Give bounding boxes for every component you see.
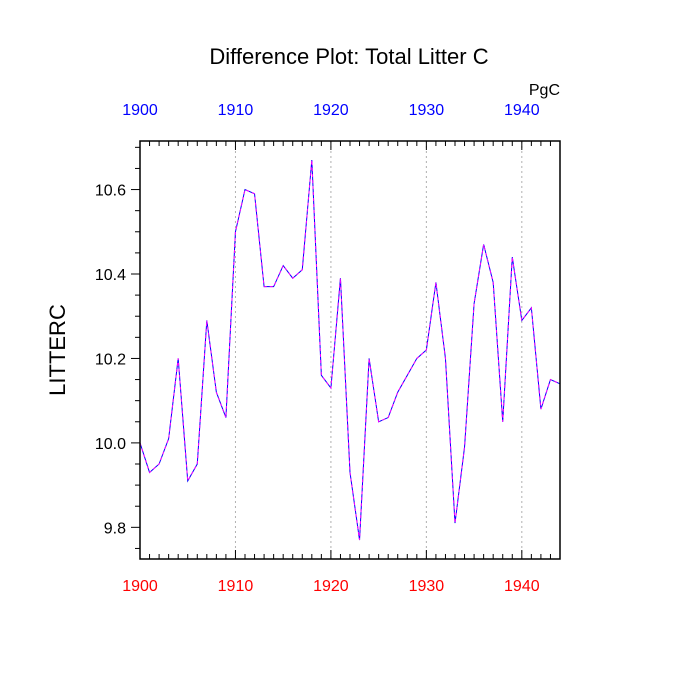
data-point	[225, 417, 227, 419]
x-tick-label-top: 1910	[218, 102, 254, 119]
x-tick-label-bottom: 1900	[122, 578, 158, 595]
data-point	[158, 463, 160, 465]
data-point	[187, 480, 189, 482]
data-point	[359, 539, 361, 541]
y-tick-label: 10.4	[95, 267, 126, 284]
data-point	[282, 265, 284, 267]
x-tick-label-top: 1930	[409, 102, 445, 119]
grid-lines	[234, 141, 523, 559]
data-point	[149, 471, 151, 473]
data-point	[311, 159, 313, 161]
x-tick-label-bottom: 1920	[313, 578, 349, 595]
data-point	[273, 286, 275, 288]
y-tick-label: 10.6	[95, 183, 126, 200]
data-point	[177, 357, 179, 359]
data-point	[168, 438, 170, 440]
series-line-magenta	[139, 159, 561, 541]
data-point	[530, 307, 532, 309]
data-point	[540, 408, 542, 410]
data-point	[215, 391, 217, 393]
data-point	[473, 303, 475, 305]
data-point	[196, 463, 198, 465]
data-point	[454, 522, 456, 524]
data-point	[521, 319, 523, 321]
data-point	[320, 374, 322, 376]
data-point	[368, 357, 370, 359]
data-point	[263, 286, 265, 288]
axis-ticks	[131, 141, 561, 559]
data-point	[339, 277, 341, 279]
data-point	[492, 281, 494, 283]
data-point	[511, 256, 513, 258]
x-tick-label-top: 1900	[122, 102, 158, 119]
data-point	[301, 269, 303, 271]
data-point	[435, 281, 437, 283]
y-tick-label: 10.0	[95, 436, 126, 453]
data-point	[444, 357, 446, 359]
data-point	[349, 471, 351, 473]
x-tick-label-bottom: 1930	[409, 578, 445, 595]
data-point	[254, 193, 256, 195]
data-point	[378, 421, 380, 423]
data-point	[244, 189, 246, 191]
data-point	[330, 387, 332, 389]
data-point	[292, 277, 294, 279]
data-point	[502, 421, 504, 423]
data-point	[234, 231, 236, 233]
series-line-blue	[139, 159, 561, 541]
data-point	[387, 417, 389, 419]
units-label: PgC	[529, 82, 560, 99]
data-point	[464, 446, 466, 448]
chart-title: Difference Plot: Total Litter C	[209, 44, 488, 69]
data-point	[425, 349, 427, 351]
data-point	[406, 374, 408, 376]
x-tick-label-bottom: 1940	[504, 578, 540, 595]
data-point	[483, 243, 485, 245]
x-tick-label-bottom: 1910	[218, 578, 254, 595]
series-lines	[139, 159, 561, 541]
data-point	[206, 319, 208, 321]
y-axis-label: LITTERC	[45, 304, 70, 396]
data-point	[397, 391, 399, 393]
y-tick-label: 9.8	[104, 520, 126, 537]
plot-frame	[139, 140, 561, 560]
y-tick-label: 10.2	[95, 351, 126, 368]
x-tick-label-top: 1940	[504, 102, 540, 119]
tick-labels: 1900 1900 1910 1910 1920 1920 1930 1930 1940 1940…	[95, 102, 540, 595]
x-tick-label-top: 1920	[313, 102, 349, 119]
data-point	[549, 379, 551, 381]
data-point	[416, 357, 418, 359]
